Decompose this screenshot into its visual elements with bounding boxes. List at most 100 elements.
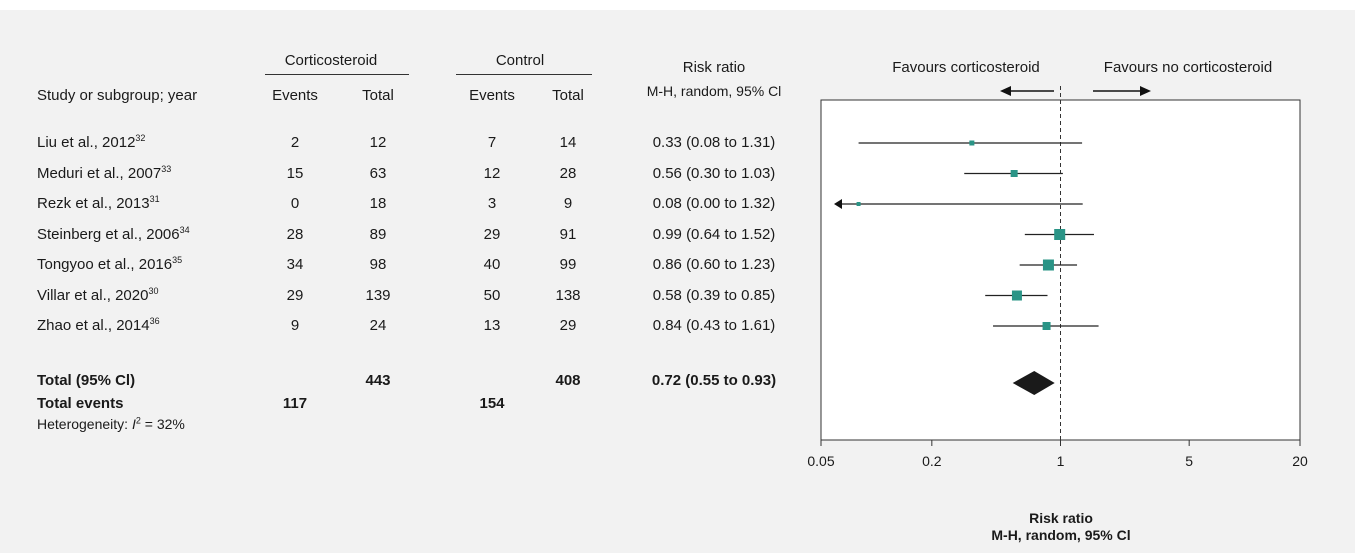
total-events-e1: 117 (282, 395, 308, 412)
header-control: Control (495, 52, 545, 69)
total-1: 139 (365, 287, 391, 304)
rr-text: 0.99 (0.64 to 1.52) (652, 226, 776, 243)
study-marker (856, 202, 861, 206)
study-reference: 36 (149, 316, 160, 326)
events-2: 12 (483, 165, 501, 182)
events-2: 29 (483, 226, 501, 243)
study-marker (969, 140, 975, 146)
study-label: Tongyoo et al., 2016 (37, 256, 173, 273)
events-2: 7 (487, 134, 497, 151)
study-label: Liu et al., 2012 (37, 134, 136, 151)
study-marker (1011, 290, 1022, 301)
study-reference: 34 (179, 225, 190, 235)
forest-plot-svg (820, 86, 1301, 446)
rr-text: 0.84 (0.43 to 1.61) (652, 317, 776, 334)
total-1: 18 (369, 195, 387, 212)
x-axis-title: Risk ratio (1029, 510, 1093, 526)
header-rr-method: M-H, random, 95% Cl (646, 83, 782, 99)
rr-text: 0.56 (0.30 to 1.03) (652, 165, 776, 182)
header-corticosteroid-rule (265, 74, 409, 75)
favours-right-arrowhead (1140, 86, 1151, 96)
study-label: Villar et al., 2020 (37, 287, 149, 304)
x-axis-subtitle: M-H, random, 95% Cl (991, 527, 1131, 543)
study-label: Meduri et al., 2007 (37, 165, 162, 182)
total-2: 9 (563, 195, 573, 212)
rr-text: 0.33 (0.08 to 1.31) (652, 134, 776, 151)
study-label: Steinberg et al., 2006 (37, 226, 180, 243)
header-control-rule (456, 74, 592, 75)
total-1: 98 (369, 256, 387, 273)
favours-left-label: Favours corticosteroid (892, 59, 1040, 76)
x-tick-label: 0.2 (922, 453, 942, 469)
study-reference: 30 (148, 286, 159, 296)
study-reference: 35 (172, 255, 183, 265)
heterogeneity-text: Heterogeneity: I2 = 32% (37, 415, 185, 433)
study-reference: 31 (149, 194, 160, 204)
study-name: Meduri et al., 200733 (37, 165, 171, 183)
header-total-2: Total (552, 87, 584, 104)
header-events-1: Events (272, 87, 318, 104)
total-2: 91 (559, 226, 577, 243)
total-2: 138 (555, 287, 581, 304)
study-name: Zhao et al., 201436 (37, 317, 160, 335)
header-corticosteroid: Corticosteroid (284, 52, 378, 69)
events-2: 50 (483, 287, 501, 304)
study-marker (1042, 322, 1051, 330)
total-1: 12 (369, 134, 387, 151)
total-1: 63 (369, 165, 387, 182)
study-name: Tongyoo et al., 201635 (37, 256, 182, 274)
study-name: Steinberg et al., 200634 (37, 226, 190, 244)
events-1: 2 (290, 134, 300, 151)
total-2: 28 (559, 165, 577, 182)
favours-left-arrowhead (1000, 86, 1011, 96)
events-2: 40 (483, 256, 501, 273)
study-name: Villar et al., 202030 (37, 287, 158, 305)
study-reference: 32 (135, 133, 146, 143)
heterogeneity-symbol: I (131, 416, 136, 432)
events-1: 0 (290, 195, 300, 212)
study-name: Rezk et al., 201331 (37, 195, 160, 213)
events-1: 9 (290, 317, 300, 334)
events-2: 3 (487, 195, 497, 212)
header-total-1: Total (362, 87, 394, 104)
pooled-diamond (1012, 371, 1055, 395)
x-tick-label: 0.05 (807, 453, 835, 469)
total-rr-text: 0.72 (0.55 to 0.93) (651, 372, 777, 389)
total-2: 14 (559, 134, 577, 151)
favours-right-label: Favours no corticosteroid (1103, 59, 1273, 76)
total-2: 99 (559, 256, 577, 273)
events-2: 13 (483, 317, 501, 334)
heterogeneity-value: = 32% (140, 416, 185, 432)
total-2: 29 (559, 317, 577, 334)
header-events-2: Events (469, 87, 515, 104)
events-1: 34 (286, 256, 304, 273)
events-1: 15 (286, 165, 304, 182)
total-events-label: Total events (37, 395, 124, 412)
forest-plot-figure: Corticosteroid Control Risk ratio Study … (0, 10, 1355, 553)
study-name: Liu et al., 201232 (37, 134, 145, 152)
rr-text: 0.86 (0.60 to 1.23) (652, 256, 776, 273)
header-risk-ratio: Risk ratio (682, 59, 746, 76)
study-marker (1042, 259, 1054, 271)
rr-text: 0.08 (0.00 to 1.32) (652, 195, 776, 212)
heterogeneity-prefix: Heterogeneity: (37, 416, 132, 432)
x-tick-label: 1 (1056, 453, 1065, 469)
study-marker (1010, 170, 1018, 177)
total-events-e2: 154 (479, 395, 505, 412)
events-1: 28 (286, 226, 304, 243)
events-1: 29 (286, 287, 304, 304)
total-t2: 408 (555, 372, 581, 389)
x-tick-label: 20 (1292, 453, 1308, 469)
heterogeneity-sup: 2 (135, 415, 141, 426)
ci-left-arrow (834, 199, 842, 209)
total-1: 89 (369, 226, 387, 243)
study-reference: 33 (161, 164, 172, 174)
study-label: Zhao et al., 2014 (37, 317, 150, 334)
study-marker (1054, 229, 1066, 240)
total-t1: 443 (365, 372, 391, 389)
study-label: Rezk et al., 2013 (37, 195, 150, 212)
x-tick-label: 5 (1185, 453, 1194, 469)
rr-text: 0.58 (0.39 to 0.85) (652, 287, 776, 304)
total-label: Total (95% Cl) (37, 372, 136, 389)
total-1: 24 (369, 317, 387, 334)
